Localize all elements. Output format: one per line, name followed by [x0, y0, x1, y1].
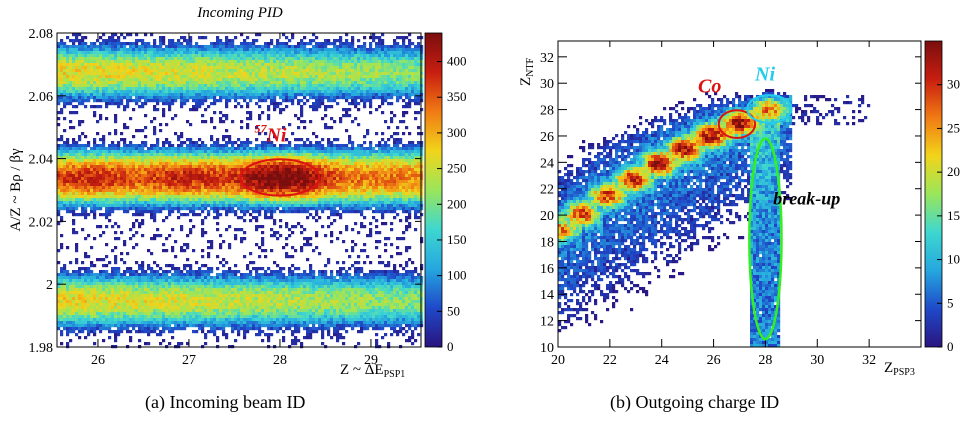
colorbar-tick-label: 0 [447, 339, 454, 354]
colorbar-tick-label: 150 [447, 232, 467, 247]
x-tick-label: 22 [603, 353, 617, 368]
colorbar-tick-label: 350 [447, 89, 467, 104]
panel-a-xlabel-sub: PSP1 [384, 369, 406, 380]
panel-b-colorbar: 0 5 10 15 20 25 30 [924, 40, 960, 354]
panel-b-xlabel-main: Z [884, 360, 893, 376]
colorbar-tick-label: 250 [447, 161, 467, 176]
y-tick-label: 24 [540, 156, 554, 171]
colorbar-tick-label: 200 [447, 196, 467, 211]
annotation-label: Co [698, 75, 721, 97]
colorbar-tick-label: 400 [447, 54, 467, 69]
panel-a: Incoming PID 26 27 28 29 1.98 2 2.02 2.04 2.06 2.… [8, 5, 467, 380]
colorbar-tick-label: 5 [947, 295, 954, 310]
panel-b-axes: 20 22 24 26 28 30 32 10 12 14 16 18 20 22 24 26 28 30 32 [540, 41, 921, 368]
y-tick-label: 2 [46, 278, 53, 293]
red-ellipse-annotation [239, 158, 321, 197]
colorbar-tick-label: 15 [947, 208, 960, 223]
annotation-label: Ni [754, 64, 775, 86]
y-tick-label: 20 [540, 209, 554, 224]
red-ellipse-annotation [717, 109, 757, 139]
colorbar-tick-label: 30 [947, 77, 960, 92]
x-tick-label: 28 [273, 353, 287, 368]
y-tick-label: 26 [540, 130, 554, 145]
colorbar-tick-label: 25 [947, 120, 960, 135]
y-tick-label: 1.98 [29, 341, 54, 356]
colorbar-tick-label: 20 [947, 164, 960, 179]
x-tick-label: 27 [182, 353, 196, 368]
y-tick-label: 14 [540, 288, 554, 303]
y-tick-label: 30 [540, 77, 554, 92]
panel-a-xlabel: Z ~ ΔEPSP1 [340, 362, 405, 380]
panel-a-title: Incoming PID [196, 5, 283, 21]
y-tick-label: 10 [540, 341, 554, 356]
caption-a: (a) Incoming beam ID [145, 392, 306, 412]
y-tick-label: 2.06 [29, 90, 54, 105]
y-tick-label: 2.04 [29, 153, 54, 168]
x-tick-label: 29 [364, 353, 378, 368]
panel-a-heatmap [57, 33, 424, 349]
x-tick-label: 24 [655, 353, 669, 368]
panel-a-xlabel-main: Z ~ ΔE [340, 362, 384, 378]
cyan-ellipse-annotation [746, 94, 793, 124]
panel-b-annotations: Co Ni break-up [698, 64, 840, 341]
panel-b-xlabel: ZPSP3 [884, 360, 915, 378]
y-tick-label: 32 [540, 51, 554, 66]
caption-b: (b) Outgoing charge ID [610, 392, 780, 412]
panel-b-frame [557, 40, 922, 348]
y-tick-label: 28 [540, 104, 554, 119]
x-tick-label: 30 [810, 353, 824, 368]
colorbar-tick-label: 10 [947, 252, 960, 267]
y-tick-label: 12 [540, 315, 554, 330]
panel-b-ylabel-sub: NTF [525, 58, 536, 77]
panel-a-frame [56, 32, 422, 348]
colorbar-tick-label: 0 [947, 339, 954, 354]
panel-b: 20 22 24 26 28 30 32 10 12 14 16 18 20 22 24 26 28 30 32 C… [518, 40, 960, 378]
panel-b-ylabel: ZNTF [518, 58, 536, 87]
green-ellipse-annotation [748, 137, 783, 341]
panel-a-axes: 26 27 28 29 1.98 2 2.02 2.04 2.06 2.08 [29, 27, 421, 368]
annotation-label: break-up [773, 189, 840, 209]
colorbar-tick-label: 300 [447, 125, 467, 140]
colorbar-tick-label: 50 [447, 303, 460, 318]
x-tick-label: 20 [551, 353, 565, 368]
x-tick-label: 28 [758, 353, 772, 368]
panel-a-annotations: 57Ni [239, 121, 321, 197]
panel-a-ylabel: A/Z ~ Bρ / βγ [8, 148, 24, 232]
panel-a-colorbar: 0 50 100 150 200 250 300 350 400 [424, 32, 467, 354]
panel-b-xlabel-sub: PSP3 [893, 367, 915, 378]
x-tick-label: 32 [862, 353, 876, 368]
annotation-label: 57Ni [254, 121, 286, 146]
panel-b-ylabel-main: Z [518, 77, 534, 86]
y-tick-label: 18 [540, 235, 554, 250]
y-tick-label: 16 [540, 262, 554, 277]
y-tick-label: 2.08 [29, 27, 54, 42]
y-tick-label: 22 [540, 183, 554, 198]
y-tick-label: 2.02 [29, 215, 54, 230]
x-tick-label: 26 [707, 353, 721, 368]
colorbar-tick-label: 100 [447, 268, 467, 283]
x-tick-label: 26 [91, 353, 105, 368]
